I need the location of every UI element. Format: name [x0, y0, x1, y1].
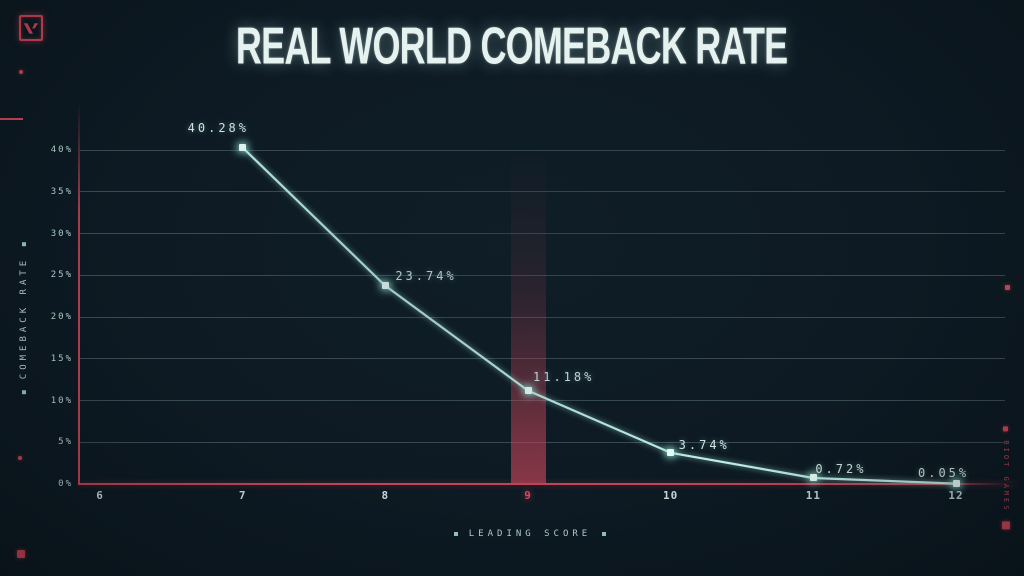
page-title-text: REAL WORLD COMEBACK RATE [236, 16, 788, 76]
y-axis-tick-label: 40% [50, 145, 73, 155]
data-point [809, 474, 817, 482]
square-marker-icon [22, 390, 26, 395]
data-point [381, 282, 389, 290]
y-axis-line [78, 102, 80, 485]
y-axis-tick-label: 20% [50, 312, 73, 322]
page-title: REAL WORLD COMEBACK RATE [0, 16, 1024, 75]
square-marker-icon [453, 532, 458, 536]
data-point-label: 0.72% [815, 461, 867, 476]
data-point [667, 449, 675, 457]
square-marker-icon [1003, 426, 1009, 432]
x-axis-tick-label: 9 [524, 489, 532, 502]
y-axis-title-text: COMEBACK RATE [19, 256, 29, 380]
x-axis-title-text: LEADING SCORE [468, 529, 592, 539]
data-point [239, 144, 247, 152]
x-axis-tick-label: 11 [805, 489, 821, 502]
y-axis-tick-label: 25% [50, 270, 73, 281]
y-axis-tick-label: 10% [50, 395, 73, 406]
x-axis-tick-label: 10 [663, 489, 679, 502]
data-point [524, 387, 532, 395]
valorant-v-icon [23, 22, 39, 34]
data-point-label: 40.28% [187, 120, 250, 135]
data-point-label: 0.05% [918, 465, 970, 480]
x-axis-line [78, 483, 1015, 485]
y-axis-tick-label: 15% [50, 353, 73, 364]
red-dot-decoration [1005, 285, 1010, 290]
x-axis-tick-label: 12 [948, 489, 964, 502]
square-marker-icon [22, 241, 26, 246]
red-square-decoration [1002, 521, 1010, 530]
x-axis-tick-label: 8 [381, 489, 390, 502]
red-dot-decoration [19, 70, 23, 74]
red-dot-decoration [18, 456, 22, 460]
y-axis-tick-label: 30% [50, 228, 73, 239]
data-point [952, 480, 960, 488]
x-axis-tick-label: 6 [96, 489, 104, 502]
red-square-decoration [17, 550, 25, 558]
x-axis-tick-label: 7 [238, 489, 247, 502]
data-point-label: 23.74% [395, 268, 457, 283]
highlight-band [510, 150, 546, 484]
riot-games-watermark: RIOT GAMES [1002, 426, 1010, 530]
x-axis-title: LEADING SCORE [80, 529, 980, 539]
y-axis-tick-label: 5% [58, 437, 73, 448]
valorant-logo [19, 15, 43, 41]
watermark-text: RIOT GAMES [1002, 440, 1010, 513]
data-point-label: 11.18% [533, 369, 595, 384]
y-axis-tick-label: 35% [50, 186, 73, 197]
y-axis-tick-label: 0% [58, 479, 73, 489]
y-axis-title: COMEBACK RATE [19, 241, 29, 395]
square-marker-icon [602, 532, 607, 536]
data-point-label: 3.74% [678, 437, 730, 452]
red-dash-decoration [0, 118, 23, 120]
